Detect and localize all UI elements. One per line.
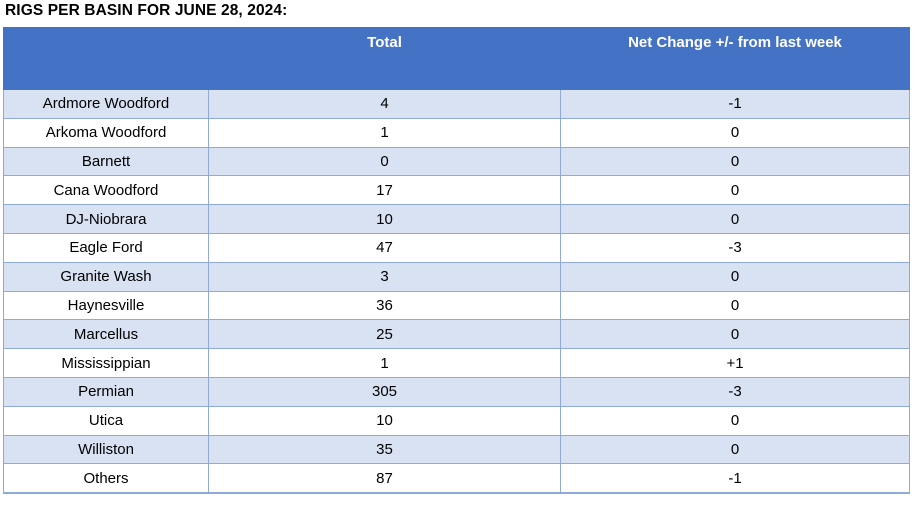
column-header-total: Total	[208, 27, 561, 90]
table-row: DJ-Niobrara 10 0	[3, 204, 910, 234]
table-row: Eagle Ford 47 -3	[3, 232, 910, 263]
net-change-cell: 0	[560, 434, 910, 465]
column-header-basin	[3, 27, 209, 90]
total-cell: 36	[208, 290, 561, 321]
total-cell: 3	[208, 261, 561, 292]
net-change-cell: -1	[560, 89, 910, 119]
total-cell: 10	[208, 405, 561, 436]
table-row: Permian 305 -3	[3, 376, 910, 407]
table-row: Granite Wash 3 0	[3, 261, 910, 292]
net-change-cell: -1	[560, 463, 910, 494]
total-cell: 0	[208, 146, 561, 177]
basin-cell: Others	[3, 463, 209, 494]
net-change-cell: +1	[560, 348, 910, 378]
total-cell: 47	[208, 232, 561, 263]
column-header-net-change: Net Change +/- from last week	[560, 27, 910, 90]
net-change-cell: 0	[560, 319, 910, 350]
basin-cell: Haynesville	[3, 290, 209, 321]
net-change-cell: -3	[560, 376, 910, 407]
table-row: Barnett 0 0	[3, 146, 910, 177]
total-cell: 25	[208, 319, 561, 350]
net-change-cell: -3	[560, 232, 910, 263]
table-row: Marcellus 25 0	[3, 319, 910, 350]
net-change-cell: 0	[560, 290, 910, 321]
page-title: RIGS PER BASIN FOR JUNE 28, 2024:	[5, 2, 288, 19]
table-row: Cana Woodford 17 0	[3, 175, 910, 206]
basin-cell: Mississippian	[3, 348, 209, 378]
total-cell: 1	[208, 348, 561, 378]
total-cell: 4	[208, 89, 561, 119]
basin-cell: Utica	[3, 405, 209, 436]
net-change-cell: 0	[560, 261, 910, 292]
basin-cell: Marcellus	[3, 319, 209, 350]
net-change-cell: 0	[560, 146, 910, 177]
total-cell: 1	[208, 117, 561, 148]
total-cell: 35	[208, 434, 561, 465]
basin-cell: Permian	[3, 376, 209, 407]
total-cell: 87	[208, 463, 561, 494]
table-body: Ardmore Woodford 4 -1 Arkoma Woodford 1 0 Barn…	[3, 89, 910, 494]
net-change-cell: 0	[560, 175, 910, 206]
basin-cell: DJ-Niobrara	[3, 204, 209, 234]
table-row: Mississippian 1 +1	[3, 348, 910, 378]
table-row: Williston 35 0	[3, 434, 910, 465]
basin-cell: Ardmore Woodford	[3, 89, 209, 119]
basin-cell: Arkoma Woodford	[3, 117, 209, 148]
basin-cell: Williston	[3, 434, 209, 465]
table-row: Ardmore Woodford 4 -1	[3, 89, 910, 119]
table-row: Utica 10 0	[3, 405, 910, 436]
total-cell: 10	[208, 204, 561, 234]
net-change-cell: 0	[560, 405, 910, 436]
total-cell: 305	[208, 376, 561, 407]
table-header: Total Net Change +/- from last week	[3, 27, 910, 90]
basin-cell: Granite Wash	[3, 261, 209, 292]
net-change-cell: 0	[560, 204, 910, 234]
basin-cell: Eagle Ford	[3, 232, 209, 263]
net-change-cell: 0	[560, 117, 910, 148]
basin-cell: Cana Woodford	[3, 175, 209, 206]
table-row: Haynesville 36 0	[3, 290, 910, 321]
table-row: Others 87 -1	[3, 463, 910, 494]
table-row: Arkoma Woodford 1 0	[3, 117, 910, 148]
header-row: Total Net Change +/- from last week	[3, 27, 910, 90]
total-cell: 17	[208, 175, 561, 206]
rigs-per-basin-table: Total Net Change +/- from last week Ardm…	[3, 27, 910, 494]
basin-cell: Barnett	[3, 146, 209, 177]
